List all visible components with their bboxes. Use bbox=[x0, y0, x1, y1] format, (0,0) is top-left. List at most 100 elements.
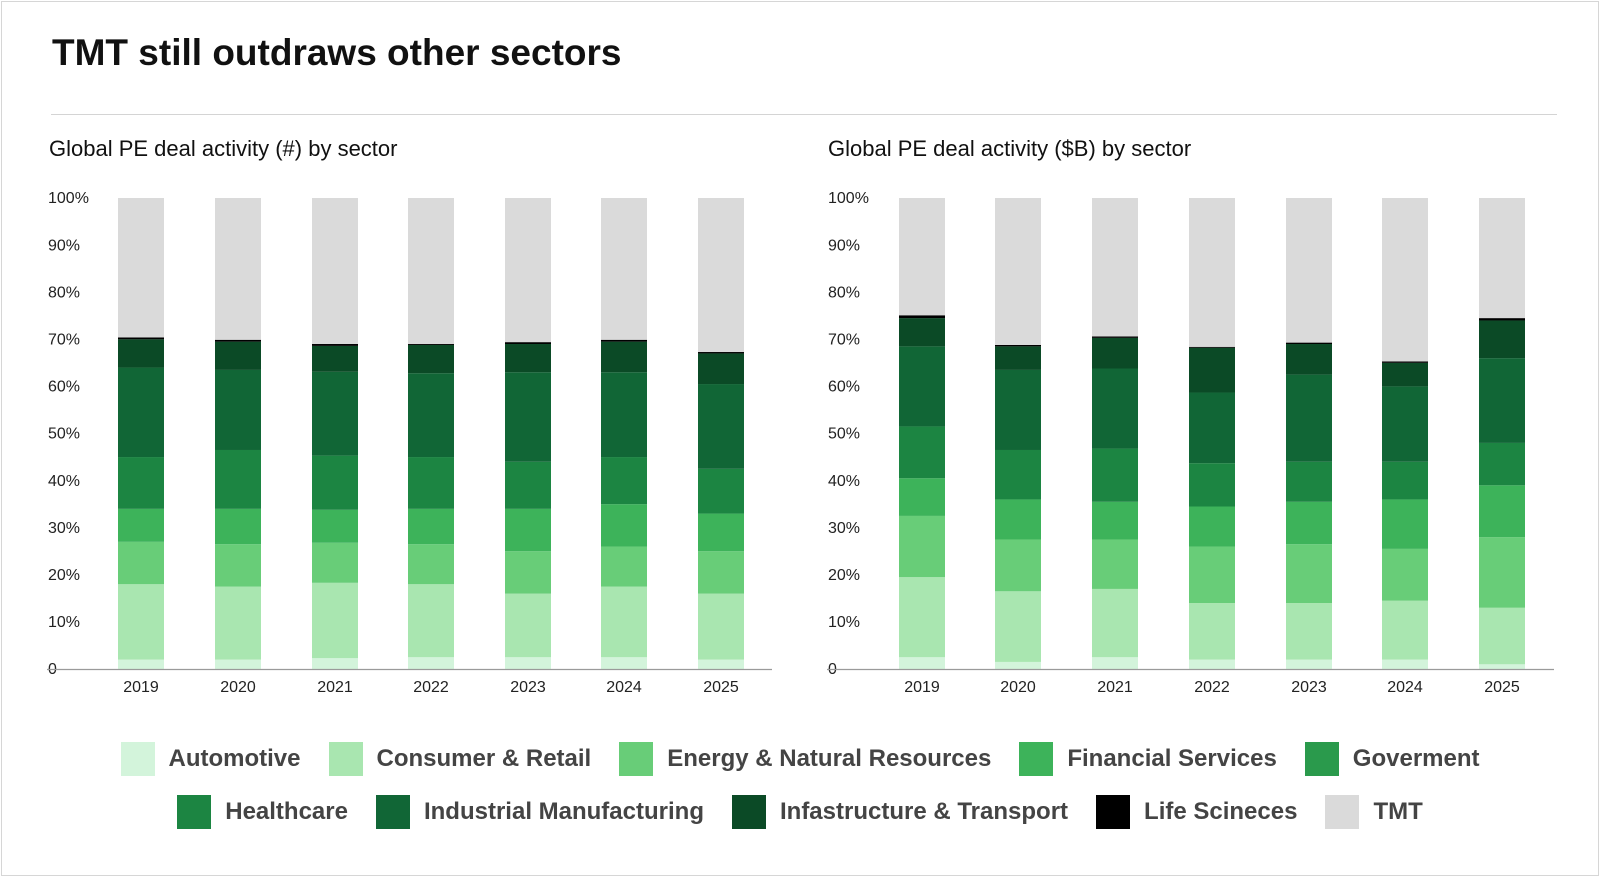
y-tick-label: 70% bbox=[48, 332, 80, 349]
y-tick-label: 20% bbox=[828, 567, 860, 584]
bar-segment bbox=[1092, 501, 1138, 540]
bar-segment bbox=[995, 198, 1041, 345]
bar-segment bbox=[215, 659, 261, 669]
bar-segment bbox=[1286, 501, 1332, 545]
x-tick-label: 2023 bbox=[1291, 679, 1327, 696]
bar-segment bbox=[215, 341, 261, 370]
bar-segment bbox=[1092, 539, 1138, 589]
bar-segment bbox=[1382, 548, 1428, 601]
legend-label: Automotive bbox=[168, 745, 301, 772]
bar-segment bbox=[505, 551, 551, 594]
x-tick-label: 2020 bbox=[220, 679, 256, 696]
bar-segment bbox=[1189, 392, 1235, 464]
bar-segment bbox=[698, 551, 744, 594]
bar-segment bbox=[1189, 198, 1235, 347]
bar-segment bbox=[1286, 659, 1332, 669]
bar-segment bbox=[505, 461, 551, 509]
legend-item: Consumer & Retail bbox=[328, 742, 592, 776]
bar-segment bbox=[601, 341, 647, 373]
x-tick-label: 2023 bbox=[510, 679, 546, 696]
bar-segment bbox=[312, 344, 358, 346]
bar-segment bbox=[312, 509, 358, 543]
chart-title: TMT still outdraws other sectors bbox=[52, 32, 622, 73]
bar-segment bbox=[601, 657, 647, 669]
bar-segment bbox=[1479, 607, 1525, 665]
legend-swatch bbox=[1304, 742, 1339, 776]
bar-segment bbox=[1189, 463, 1235, 507]
bar-segment bbox=[1092, 448, 1138, 502]
bar-segment bbox=[995, 539, 1041, 592]
legend-label: Financial Services bbox=[1067, 745, 1277, 772]
legend-label: Infastructure & Transport bbox=[779, 798, 1069, 825]
bar-segment bbox=[1382, 499, 1428, 549]
bar-segment bbox=[601, 198, 647, 340]
bar-segment bbox=[1382, 600, 1428, 660]
x-tick-label: 2020 bbox=[1000, 679, 1036, 696]
bar-segment bbox=[1479, 320, 1525, 359]
bar-segment bbox=[1382, 198, 1428, 362]
bar-segment bbox=[698, 593, 744, 660]
bar-segment bbox=[505, 344, 551, 373]
x-tick-label: 2019 bbox=[123, 679, 159, 696]
bar-segment bbox=[1286, 198, 1332, 343]
bar-segment bbox=[698, 353, 744, 385]
bar-segment bbox=[995, 499, 1041, 540]
legend-label: Consumer & Retail bbox=[376, 745, 592, 772]
legend-label: Industrial Manufacturing bbox=[423, 798, 704, 825]
bar-segment bbox=[1092, 336, 1138, 338]
right-chart: 010%20%30%40%50%60%70%80%90%100%2019 2020… bbox=[827, 190, 1554, 696]
bar-segment bbox=[408, 457, 454, 509]
bar-segment bbox=[1479, 318, 1525, 321]
legend-swatch bbox=[619, 742, 654, 776]
x-tick-label: 2022 bbox=[1194, 679, 1230, 696]
bar-segment bbox=[118, 584, 164, 660]
bar-segment bbox=[408, 544, 454, 585]
bar-segment bbox=[312, 658, 358, 669]
bar-segment bbox=[1286, 342, 1332, 345]
legend-label: Energy & Natural Resources bbox=[667, 745, 992, 772]
bar-segment bbox=[995, 344, 1041, 347]
right-chart-subtitle: Global PE deal activity ($B) by sector bbox=[828, 136, 1192, 161]
bar-segment bbox=[312, 542, 358, 583]
bar-segment bbox=[601, 546, 647, 587]
legend-swatch bbox=[731, 795, 766, 829]
legend-item: Automotive bbox=[120, 742, 301, 776]
bar-segment bbox=[1479, 198, 1525, 319]
bar-segment bbox=[215, 586, 261, 660]
left-chart-subtitle: Global PE deal activity (#) by sector bbox=[49, 136, 398, 161]
bar-segment bbox=[118, 457, 164, 509]
y-tick-label: 90% bbox=[828, 237, 860, 254]
bar-segment bbox=[899, 515, 945, 578]
bar-segment bbox=[1286, 461, 1332, 502]
y-tick-label: 60% bbox=[48, 379, 80, 396]
y-tick-label: 80% bbox=[48, 284, 80, 301]
legend-item: Energy & Natural Resources bbox=[619, 742, 991, 776]
y-tick-label: 30% bbox=[828, 520, 860, 537]
bar-segment bbox=[1286, 344, 1332, 375]
bar-segment bbox=[118, 659, 164, 669]
bar-segment bbox=[408, 584, 454, 658]
bar-segment bbox=[1479, 537, 1525, 608]
bar-segment bbox=[118, 337, 164, 340]
bar-segment bbox=[312, 345, 358, 372]
y-tick-label: 70% bbox=[828, 332, 860, 349]
bar-segment bbox=[899, 657, 945, 669]
x-tick-label: 2024 bbox=[1387, 679, 1423, 696]
bar-segment bbox=[698, 198, 744, 353]
y-tick-label: 60% bbox=[828, 379, 860, 396]
bar-segment bbox=[505, 657, 551, 669]
y-tick-label: 10% bbox=[48, 614, 80, 631]
bar-segment bbox=[118, 339, 164, 368]
bar-segment bbox=[215, 544, 261, 587]
bar-segment bbox=[601, 372, 647, 458]
bar-segment bbox=[408, 373, 454, 458]
x-tick-label: 2019 bbox=[904, 679, 940, 696]
bar-segment bbox=[118, 508, 164, 542]
legend-item: TMT bbox=[1325, 795, 1423, 829]
bar-segment bbox=[118, 367, 164, 458]
y-tick-label: 80% bbox=[828, 284, 860, 301]
bar-segment bbox=[1189, 347, 1235, 393]
bar-segment bbox=[408, 344, 454, 374]
y-tick-label: 50% bbox=[48, 426, 80, 443]
bar-segment bbox=[505, 508, 551, 552]
